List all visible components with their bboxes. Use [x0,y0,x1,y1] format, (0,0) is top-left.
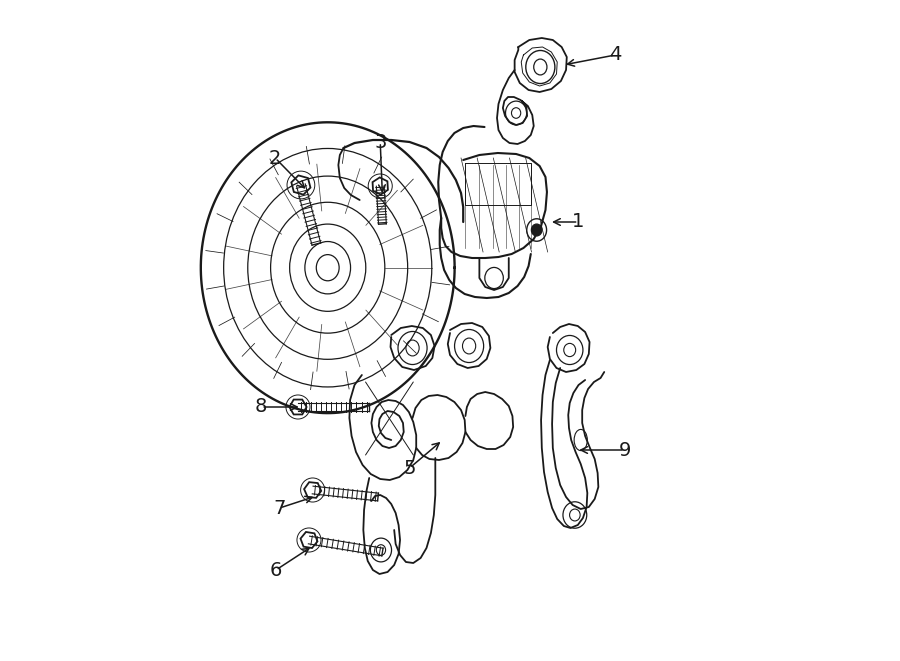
Text: 3: 3 [374,132,386,151]
Text: 6: 6 [270,561,282,580]
Text: 1: 1 [572,212,585,231]
Text: 8: 8 [255,397,267,416]
Text: 2: 2 [269,149,282,167]
Text: 7: 7 [274,498,286,518]
Text: 5: 5 [403,459,416,477]
Text: 9: 9 [618,440,631,459]
Text: 4: 4 [609,46,621,65]
Ellipse shape [531,224,542,236]
